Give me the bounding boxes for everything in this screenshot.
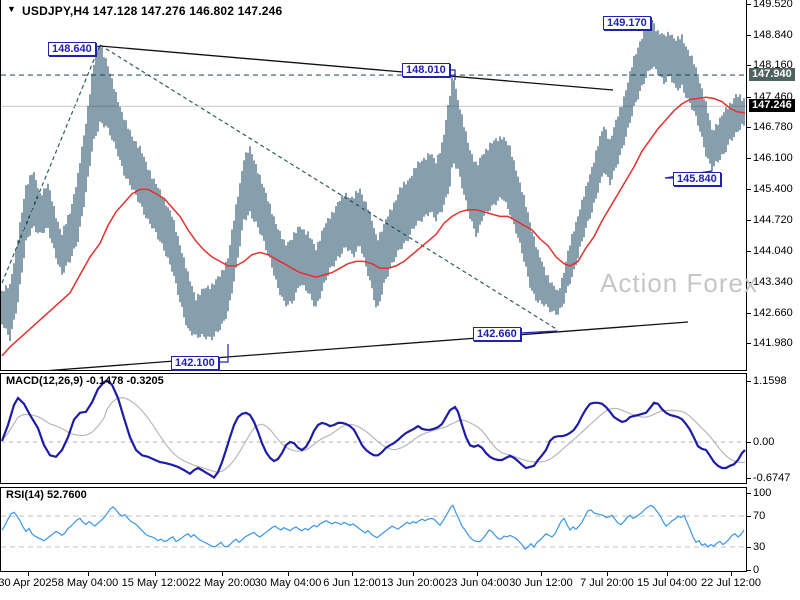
price-callout-148.010: 148.010 [402, 63, 450, 77]
price-tick [747, 189, 751, 191]
price-tick-label: 141.980 [753, 337, 793, 350]
rsi-tick-label: 30 [753, 540, 766, 553]
time-tick [88, 572, 89, 576]
price-tick [747, 343, 751, 345]
level-price-box: 147.940 [749, 68, 795, 82]
price-tick-label: 148.840 [753, 28, 793, 41]
time-tick [222, 572, 223, 576]
time-tick [731, 572, 732, 576]
macd-canvas[interactable] [0, 373, 747, 484]
rsi-indicator-label: RSI(14) 52.7600 [6, 489, 87, 501]
price-tick [747, 220, 751, 221]
current-price-box: 147.246 [749, 99, 795, 113]
price-tick-label: 146.780 [753, 121, 793, 134]
rsi-line [1, 504, 745, 551]
symbol-ohlc-readout: USDJPY,H4 147.128 147.276 146.802 147.24… [22, 4, 283, 18]
price-tick-label: 143.340 [753, 276, 793, 289]
time-tick-label: 15 May 12:00 [121, 577, 189, 589]
dashed-trendline-0 [1, 44, 101, 284]
time-tick-label: 15 Jul 04:00 [637, 577, 697, 589]
time-tick-label: 6 Jun 12:00 [323, 577, 381, 589]
price-callout-142.660: 142.660 [473, 327, 521, 341]
macd-tick-label: 1.1598 [753, 374, 787, 387]
price-tick-label: 144.720 [753, 214, 793, 226]
rsi-tick [747, 493, 751, 494]
price-tick-label: 142.660 [753, 306, 793, 319]
rsi-tick-label: 0 [753, 564, 760, 576]
rsi-tick-label: 100 [753, 487, 772, 499]
price-tick [747, 65, 751, 67]
time-tick-label: 13 Jun 20:00 [381, 577, 445, 589]
price-tick [747, 96, 751, 98]
macd-tick-label: -0.6747 [753, 471, 791, 484]
price-tick [747, 4, 751, 5]
actionforex-watermark: Action Forex [600, 268, 758, 298]
price-tick [747, 34, 751, 36]
macd-tick [747, 477, 751, 479]
price-chart-canvas[interactable] [0, 0, 747, 371]
time-tick-label: 22 Jul 12:00 [701, 577, 761, 589]
rsi-tick [747, 516, 751, 518]
macd-tick [747, 442, 751, 443]
macd-panel[interactable] [0, 373, 747, 484]
price-tick-label: 145.400 [753, 183, 793, 196]
time-tick-label: 7 Jul 20:00 [580, 577, 634, 589]
macd-tick-label: 0.00 [753, 436, 775, 448]
time-tick-label: 8 May 04:00 [57, 577, 119, 589]
price-tick [747, 282, 751, 284]
rsi-tick [747, 570, 751, 571]
time-tick-label: 30 Apr 2025 [0, 577, 58, 589]
price-tick [747, 157, 751, 159]
price-callout-142.100: 142.100 [171, 356, 219, 370]
time-tick [28, 572, 29, 576]
time-tick [541, 572, 542, 576]
time-tick [352, 572, 353, 576]
time-tick [413, 572, 414, 576]
time-tick-label: 22 May 20:00 [188, 577, 256, 589]
time-tick [288, 572, 289, 576]
rsi-canvas[interactable] [0, 487, 747, 572]
time-tick-label: 30 Jun 12:00 [509, 577, 573, 589]
rsi-tick-label: 70 [753, 510, 766, 523]
rsi-panel[interactable] [0, 487, 747, 572]
time-tick-label: 23 Jun 04:00 [445, 577, 509, 589]
price-tick [747, 250, 751, 252]
time-tick [667, 572, 668, 576]
rsi-tick [747, 546, 751, 548]
price-tick-label: 146.100 [753, 151, 793, 164]
time-tick [477, 572, 478, 576]
time-tick [607, 572, 608, 576]
price-tick-label: 149.520 [753, 0, 793, 10]
price-bars [1, 21, 745, 341]
time-tick [155, 572, 156, 576]
price-callout-145.840: 145.840 [673, 172, 721, 186]
time-tick-label: 30 May 04:00 [254, 577, 322, 589]
dashed-trendline-1 [99, 44, 559, 331]
callout-connector-4 [519, 330, 558, 334]
price-callout-148.640: 148.640 [48, 42, 96, 56]
price-callout-149.170: 149.170 [603, 16, 651, 30]
macd-tick [747, 380, 751, 382]
macd-main-line [0, 379, 746, 479]
price-tick [747, 127, 751, 129]
callout-connector-2 [448, 69, 456, 80]
macd-indicator-label: MACD(12,26,9) -0.1478 -0.3205 [6, 375, 164, 387]
price-tick-label: 144.040 [753, 244, 793, 257]
chevron-down-icon[interactable]: ▼ [7, 4, 16, 14]
solid-trendline-0 [99, 45, 614, 91]
price-tick [747, 312, 751, 314]
solid-trendline-1 [34, 321, 689, 371]
macd-signal-line [1, 397, 746, 473]
moving-average-line [1, 96, 746, 357]
